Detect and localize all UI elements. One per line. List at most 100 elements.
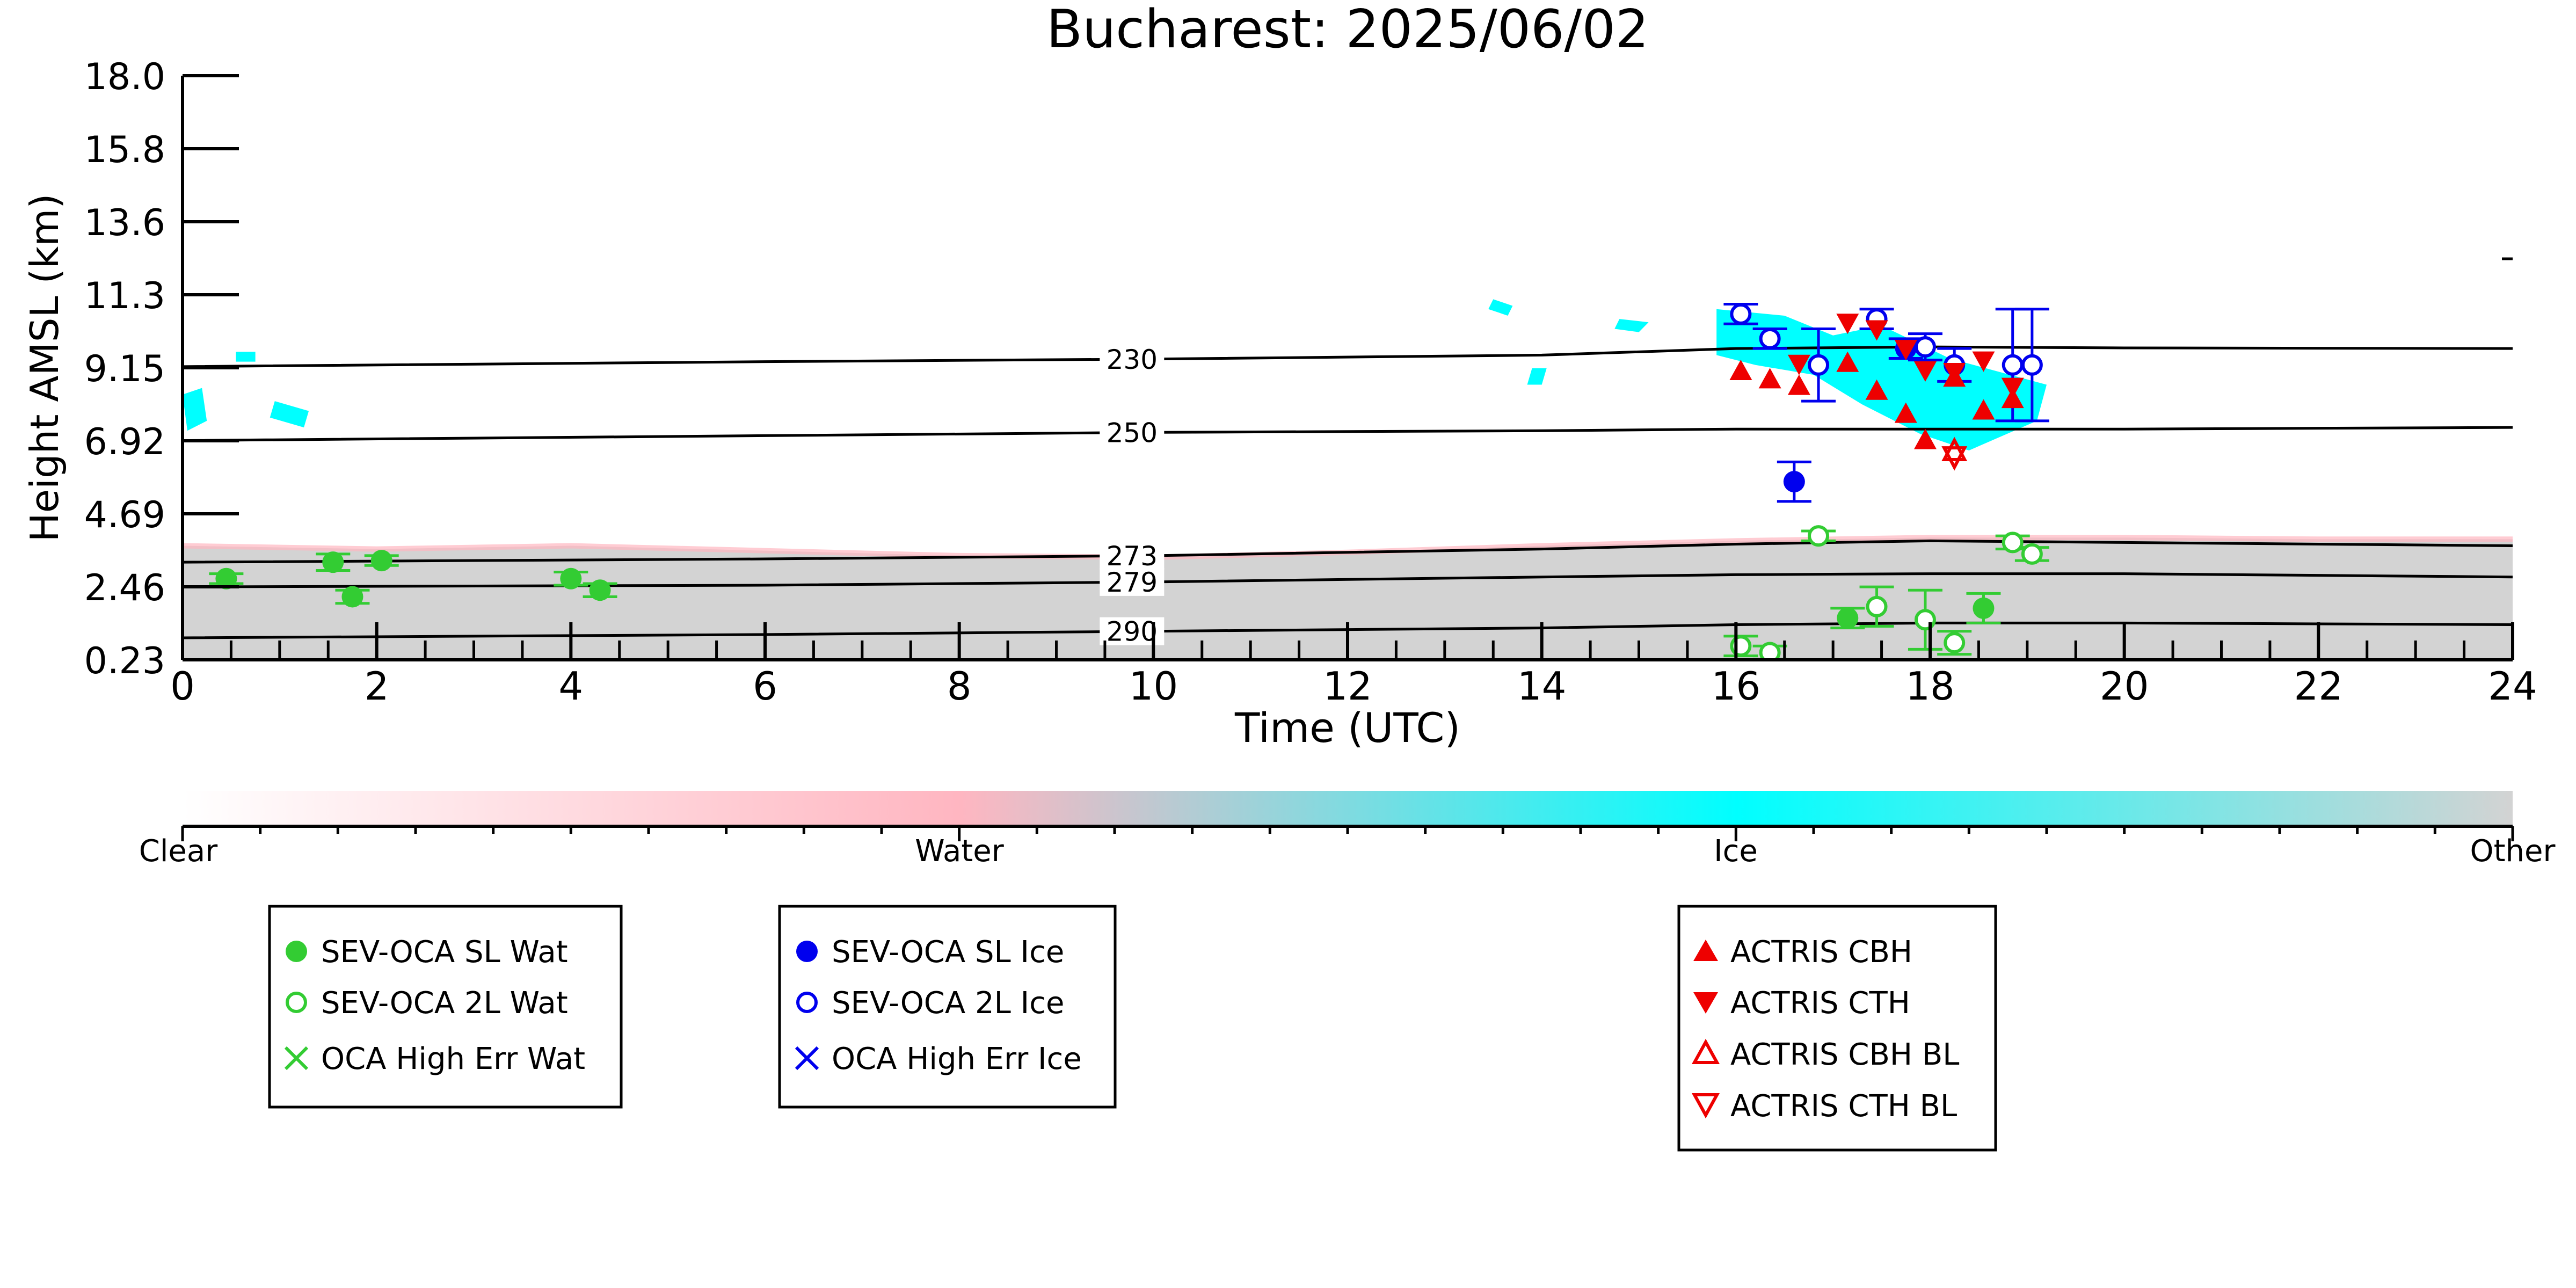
isotherm-label: 230 <box>1107 344 1158 375</box>
ice-cloud-region <box>1716 309 2047 450</box>
data-point <box>1836 351 1859 372</box>
y-tick-label: 9.15 <box>84 348 165 390</box>
data-point <box>2001 377 2024 398</box>
x-tick-label: 14 <box>1517 664 1567 709</box>
isotherm-line <box>183 539 2513 564</box>
legend-label: ACTRIS CTH <box>1730 986 1910 1021</box>
data-point <box>1808 525 1830 547</box>
colorbar-label-water: Water <box>915 834 1005 869</box>
y-ticks: 0.23 2.46 4.69 6.92 9.15 11.3 13.6 15.8 18.0 <box>84 56 239 682</box>
legend-box <box>268 905 623 1109</box>
y-tick-label: 4.69 <box>84 494 165 536</box>
colorbar: Clear Water Ice Other <box>139 791 2556 869</box>
legend-marker-higherr-ice <box>795 1046 819 1071</box>
data-point <box>1837 607 1859 629</box>
legend-water: SEV-OCA SL Wat SEV-OCA 2L Wat OCA High E… <box>268 905 623 1109</box>
legend-label: ACTRIS CBH <box>1730 935 1912 970</box>
data-point <box>2021 354 2043 376</box>
data-point <box>1783 471 1805 493</box>
data-point <box>341 586 363 608</box>
data-point <box>1787 354 1810 375</box>
data-point <box>1865 320 1888 341</box>
legend-label: SEV-OCA SL Wat <box>321 935 568 970</box>
plot-area <box>183 299 2513 660</box>
legend-label: ACTRIS CTH BL <box>1730 1089 1957 1124</box>
isotherm-label: 250 <box>1107 417 1158 448</box>
legend-marker-sl-ice <box>796 941 818 962</box>
colorbar-label-ice: Ice <box>1714 834 1758 869</box>
isotherm-label-bg <box>1100 345 1165 373</box>
data-point <box>1730 303 1752 325</box>
legend-label: SEV-OCA 2L Wat <box>321 986 568 1021</box>
isotherm-line <box>183 621 2513 639</box>
y-tick-label: 15.8 <box>84 129 165 171</box>
y-tick-label: 11.3 <box>84 275 165 317</box>
data-point <box>1836 314 1859 334</box>
y-tick-label: 6.92 <box>84 421 165 463</box>
x-ticks: 0 2 4 6 8 10 12 14 16 18 20 22 24 <box>170 622 2537 709</box>
data-point <box>2002 532 2024 554</box>
y-tick-label: 0.23 <box>84 640 165 682</box>
x-tick-label: 6 <box>753 664 777 709</box>
data-point <box>1914 336 1936 358</box>
isotherm-label: 290 <box>1107 616 1158 647</box>
x-tick-label: 22 <box>2294 664 2344 709</box>
legend-label: ACTRIS CBH BL <box>1730 1037 1959 1072</box>
legend-label: SEV-OCA 2L Ice <box>832 986 1064 1021</box>
x-tick-label: 4 <box>558 664 583 709</box>
legend-label: OCA High Err Wat <box>321 1042 585 1076</box>
x-tick-label: 8 <box>947 664 972 709</box>
data-point <box>1943 363 1966 384</box>
data-point <box>370 550 392 572</box>
data-point <box>1865 379 1888 400</box>
legend-marker-cbh-bl <box>1691 1038 1720 1064</box>
y-tick-label: 18.0 <box>84 56 165 98</box>
legend-box <box>778 905 1117 1109</box>
data-point <box>589 579 611 601</box>
data-point <box>1759 328 1781 350</box>
colorbar-label-other: Other <box>2470 834 2556 869</box>
x-tick-label: 10 <box>1129 664 1178 709</box>
legend-marker-2l-ice <box>796 992 818 1013</box>
x-tick-label: 12 <box>1323 664 1372 709</box>
data-point <box>1913 428 1937 449</box>
x-tick-label: 18 <box>1905 664 1955 709</box>
data-point <box>322 551 344 573</box>
data-point <box>1973 597 1995 619</box>
ice-cloud-region <box>183 388 207 431</box>
data-point <box>1972 351 1995 372</box>
legend-marker-2l-wat <box>286 992 307 1013</box>
isotherm-label: 273 <box>1107 541 1158 572</box>
legend-marker-cth <box>1693 992 1718 1014</box>
data-point <box>560 567 582 590</box>
isotherm-label: 279 <box>1107 567 1158 598</box>
data-point <box>1941 446 1968 471</box>
chart-title: Bucharest: 2025/06/02 <box>1046 0 1649 60</box>
isotherm-line <box>183 426 2513 442</box>
isotherm-label-bg <box>1100 567 1165 596</box>
isotherm-lines <box>183 345 2513 639</box>
colorbar-label-clear: Clear <box>139 834 218 869</box>
legend-marker-higherr-wat <box>284 1046 309 1071</box>
data-point <box>1972 399 1995 420</box>
legend-ice: SEV-OCA SL Ice SEV-OCA 2L Ice OCA High E… <box>778 905 1117 1109</box>
y-tick-label: 2.46 <box>84 567 165 609</box>
colorbar-gradient <box>183 791 2513 826</box>
ice-cloud-region <box>1488 299 1513 316</box>
legend-actris: ACTRIS CBH ACTRIS CTH ACTRIS CBH BL ACTR… <box>1677 905 1997 1152</box>
ice-cloud-region <box>236 352 256 362</box>
ice-cloud-region <box>1527 368 1547 385</box>
data-point <box>1808 354 1830 376</box>
isotherm-label-bg <box>1100 418 1165 447</box>
data-point <box>1894 340 1917 361</box>
isotherm-line <box>183 345 2513 368</box>
isotherm-label-bg <box>1100 541 1165 570</box>
x-tick-label: 20 <box>2100 664 2149 709</box>
data-markers <box>215 303 2043 660</box>
ice-cloud-region <box>1614 319 1649 332</box>
x-axis-label: Time (UTC) <box>1234 704 1460 752</box>
legend-marker-cth-bl <box>1691 1093 1720 1119</box>
cloud-background <box>183 299 2513 660</box>
data-point <box>215 567 237 590</box>
